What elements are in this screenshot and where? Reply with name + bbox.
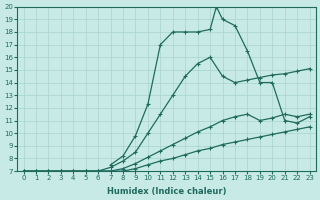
X-axis label: Humidex (Indice chaleur): Humidex (Indice chaleur) <box>107 187 226 196</box>
